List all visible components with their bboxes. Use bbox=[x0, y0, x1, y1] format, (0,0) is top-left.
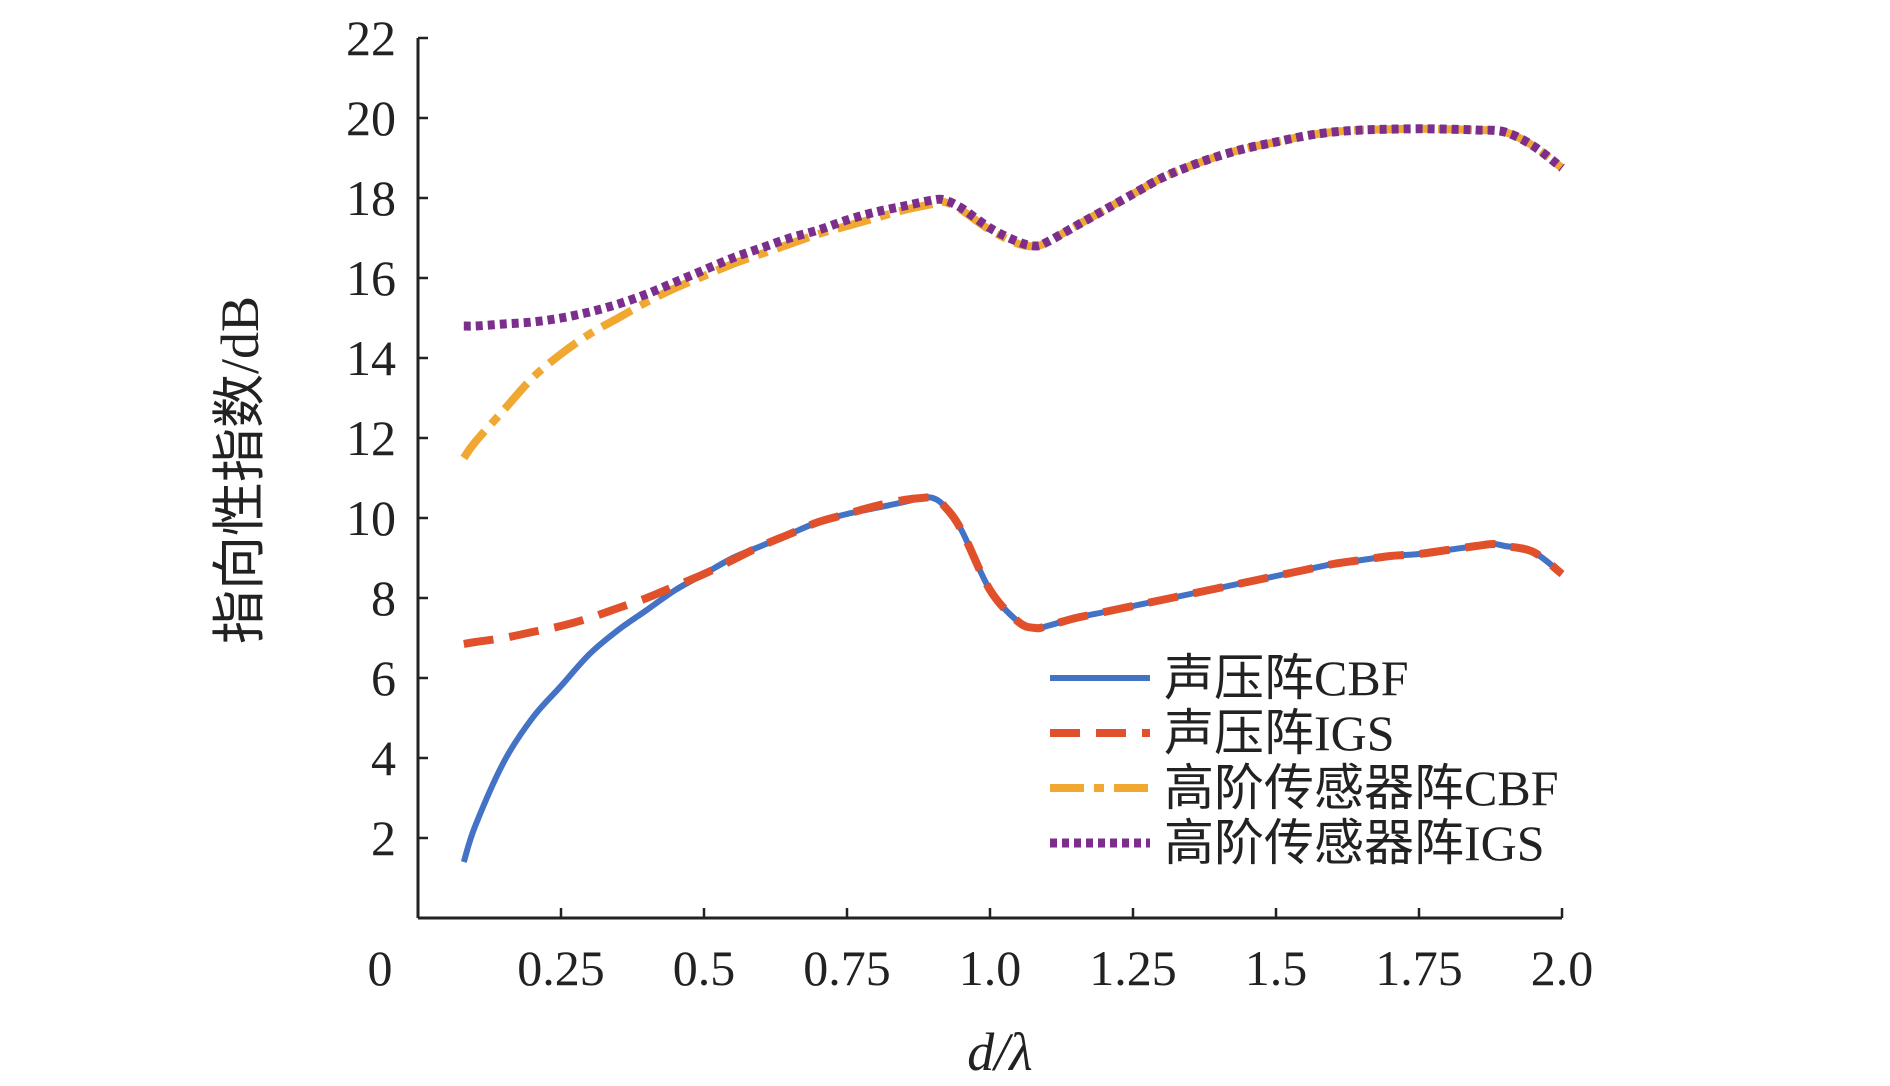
x-tick-label: 0.5 bbox=[673, 940, 736, 996]
series-line-4 bbox=[463, 124, 1565, 331]
x-tick-label: 1.75 bbox=[1375, 940, 1463, 996]
x-tick-label: 1.25 bbox=[1089, 940, 1177, 996]
y-axis-title: 指向性指数/dB bbox=[210, 296, 270, 644]
x-axis-ticks: 0 0.25 0.5 0.75 1.0 1.25 1.5 1.75 2.0 bbox=[368, 908, 1594, 996]
y-tick-label: 18 bbox=[346, 170, 396, 226]
y-tick-label: 22 bbox=[346, 10, 396, 66]
x-tick-label: 0.25 bbox=[517, 940, 605, 996]
x-tick-label: 0.75 bbox=[803, 940, 891, 996]
x-tick-label: 1.5 bbox=[1245, 940, 1308, 996]
x-tick-label: 1.0 bbox=[959, 940, 1022, 996]
x-tick-label: 2.0 bbox=[1531, 940, 1594, 996]
x-axis-title: d/λ bbox=[967, 1022, 1032, 1082]
y-tick-label: 4 bbox=[371, 730, 396, 786]
legend-label-4: 高阶传感器阵IGS bbox=[1164, 815, 1545, 871]
y-axis-ticks: 2 4 6 8 10 12 14 16 18 20 22 bbox=[346, 10, 428, 866]
y-tick-label: 8 bbox=[371, 570, 396, 626]
y-tick-label: 2 bbox=[371, 810, 396, 866]
legend-label-3: 高阶传感器阵CBF bbox=[1164, 760, 1559, 816]
y-tick-label: 12 bbox=[346, 410, 396, 466]
series-lines bbox=[460, 124, 1565, 863]
y-tick-label: 16 bbox=[346, 250, 396, 306]
y-tick-label: 10 bbox=[346, 490, 396, 546]
series-line-3 bbox=[460, 124, 1565, 461]
y-tick-label: 14 bbox=[346, 330, 396, 386]
series-line-2 bbox=[463, 493, 1565, 648]
legend-label-2: 声压阵IGS bbox=[1164, 705, 1395, 761]
y-tick-label: 20 bbox=[346, 90, 396, 146]
legend-label-1: 声压阵CBF bbox=[1164, 650, 1409, 706]
y-tick-label: 6 bbox=[371, 650, 396, 706]
x-tick-label: 0 bbox=[368, 940, 393, 996]
